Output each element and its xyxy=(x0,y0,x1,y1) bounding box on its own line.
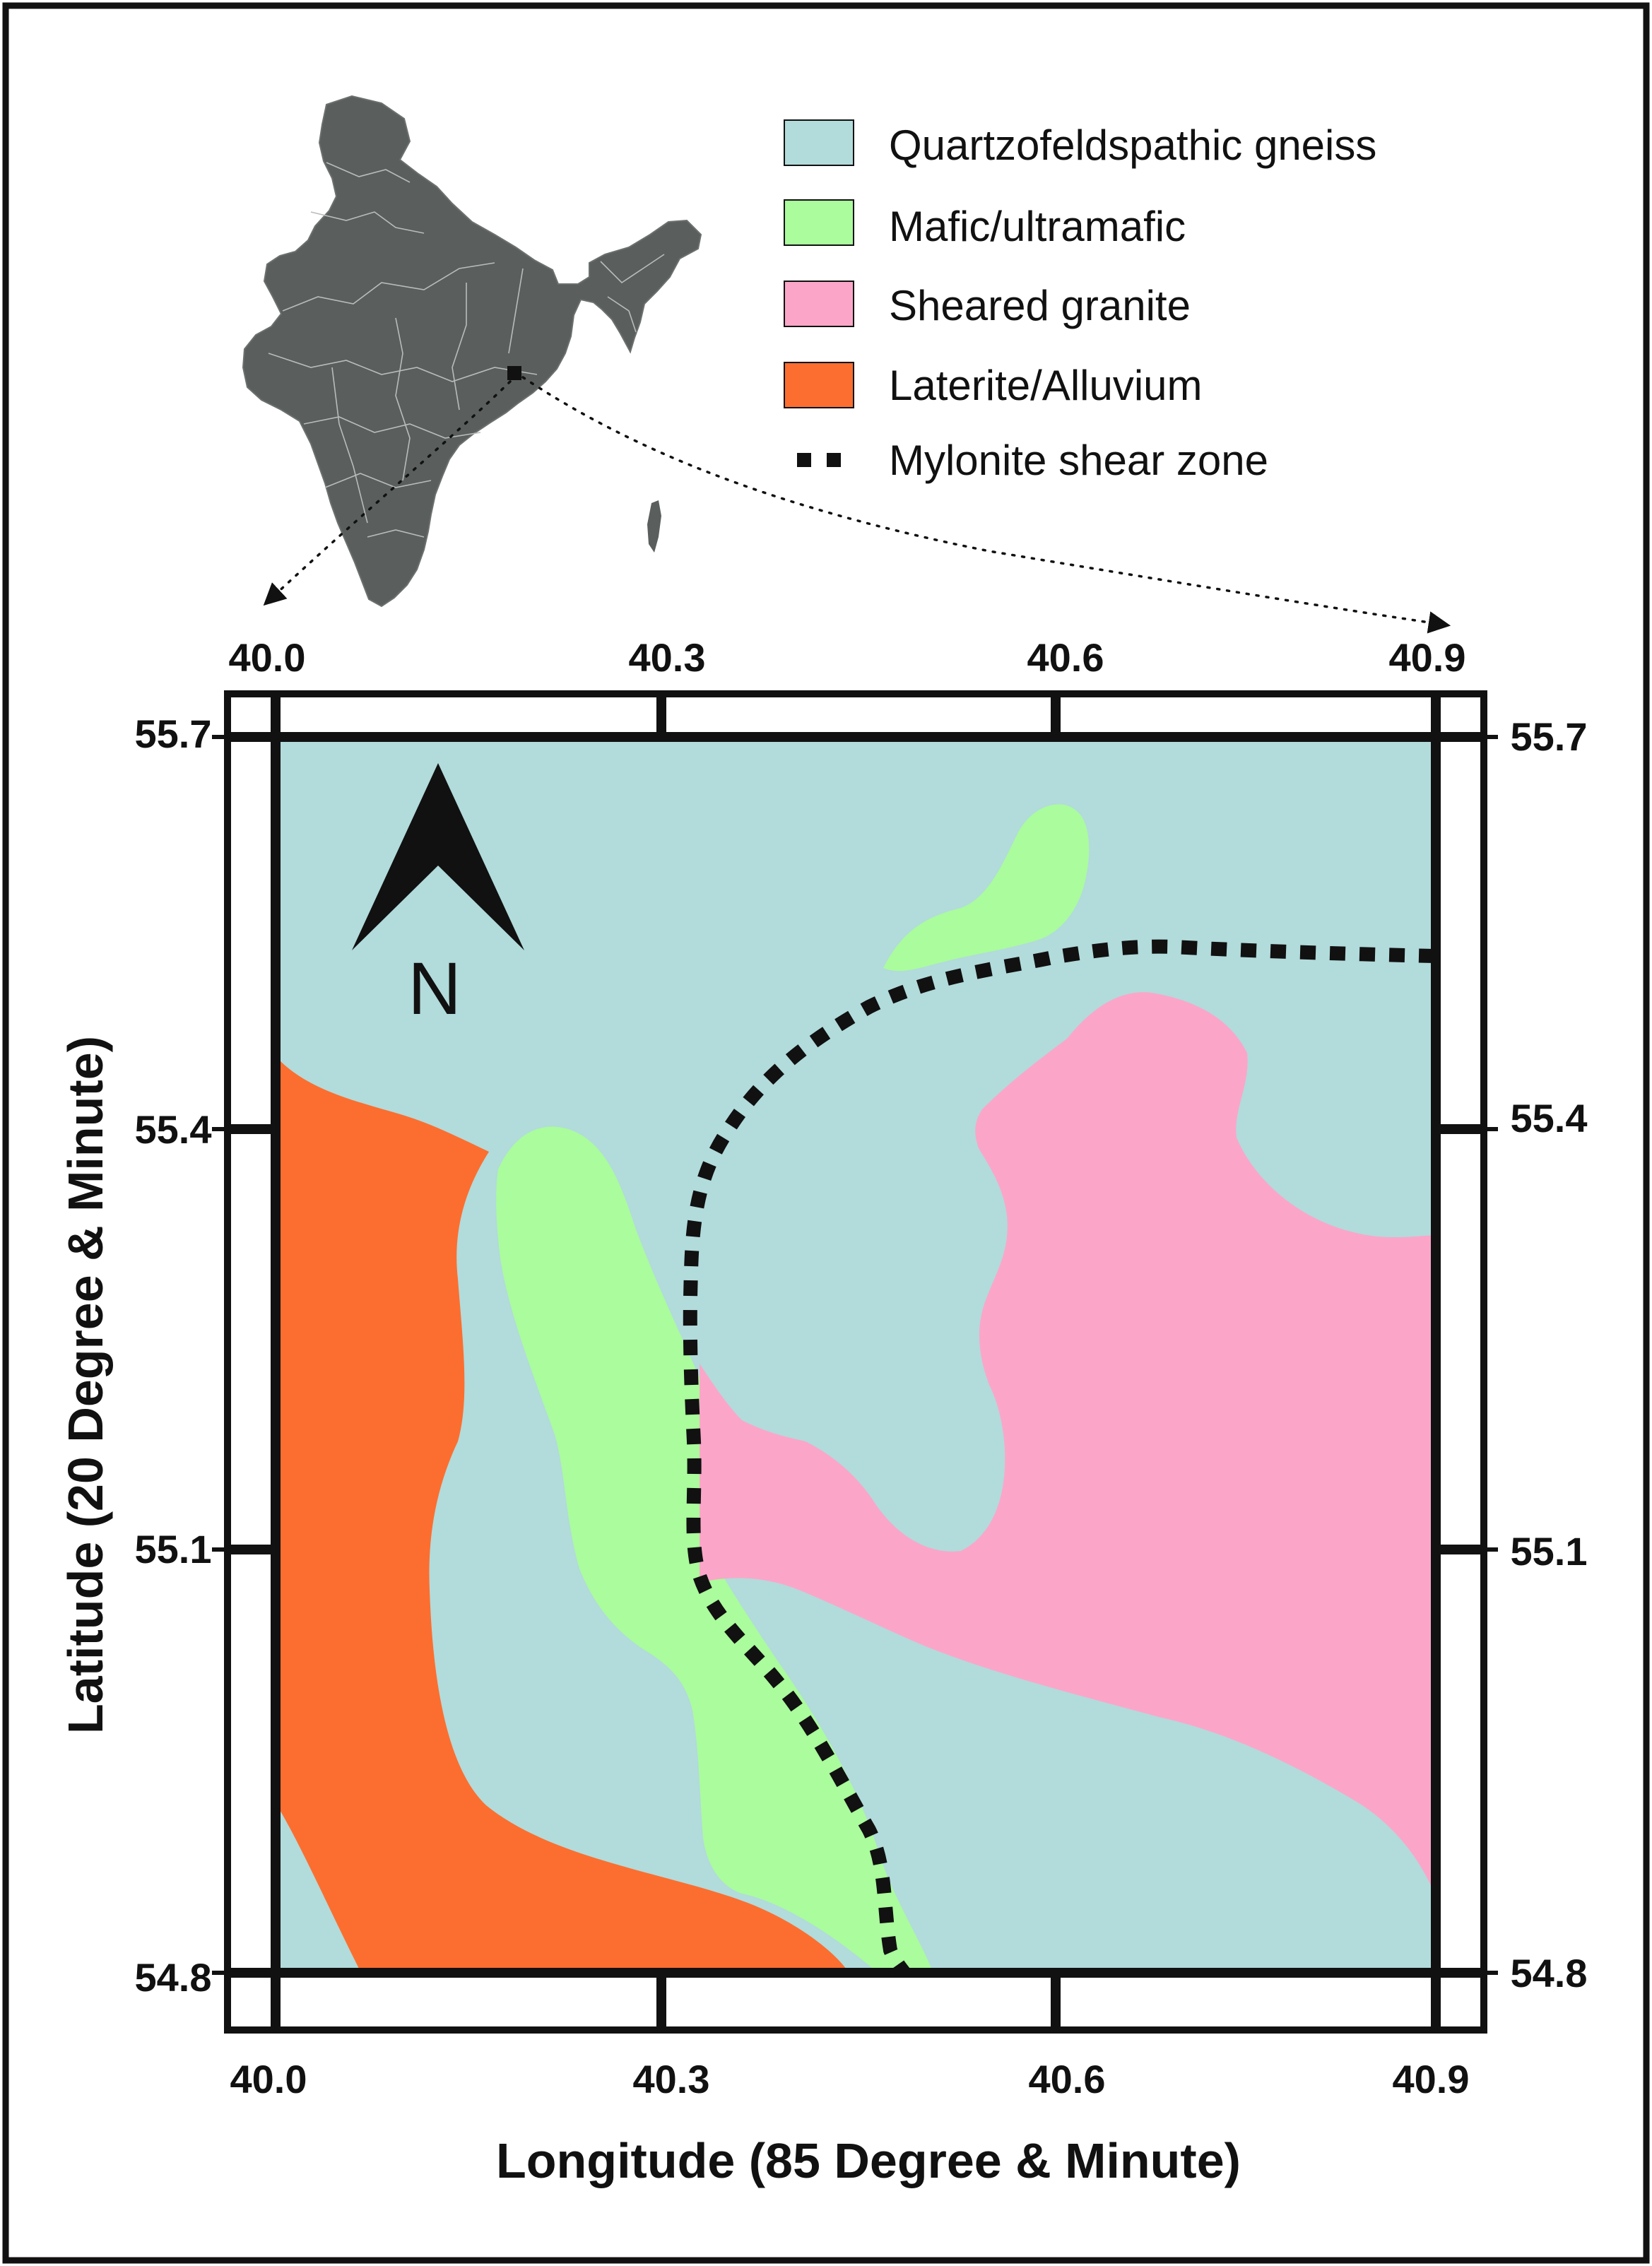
y-tick-label-left: 55.7 xyxy=(135,712,212,756)
x-axis-title: Longitude (85 Degree & Minute) xyxy=(496,2133,1241,2188)
y-axis-title: Latitude (20 Degree & Minute) xyxy=(58,1036,113,1734)
y-tick-label-right: 55.4 xyxy=(1511,1096,1588,1140)
legend-item-gneiss: Quartzofeldspathic gneiss xyxy=(784,119,1376,169)
sri-lanka-shape xyxy=(647,500,661,553)
unit-laterite xyxy=(279,1060,848,1971)
legend-swatch-laterite xyxy=(784,362,854,408)
north-arrow-label: N xyxy=(408,948,461,1030)
x-tick-label-top: 40.9 xyxy=(1389,635,1466,680)
x-tick-label-bottom: 40.9 xyxy=(1393,2057,1470,2101)
x-tick-label-top: 40.6 xyxy=(1027,635,1104,680)
north-arrow: N xyxy=(352,763,524,1030)
legend-label-laterite: Laterite/Alluvium xyxy=(889,362,1203,409)
x-tick-label-top: 40.0 xyxy=(229,635,306,680)
legend-swatch-granite xyxy=(784,281,854,327)
y-tick-label-left: 54.8 xyxy=(135,1955,212,2000)
legend: Quartzofeldspathic gneiss Mafic/ultramaf… xyxy=(784,119,1376,484)
study-area-marker xyxy=(507,366,521,380)
y-tick-label-left: 55.4 xyxy=(135,1107,212,1152)
y-tick-labels-left: 55.7 55.4 55.1 54.8 xyxy=(135,712,212,2000)
legend-label-gneiss: Quartzofeldspathic gneiss xyxy=(889,122,1376,169)
x-tick-labels-top: 40.0 40.3 40.6 40.9 xyxy=(229,635,1466,680)
x-tick-label-bottom: 40.3 xyxy=(633,2057,710,2101)
unit-mafic-small xyxy=(883,804,1090,972)
legend-swatch-mafic xyxy=(784,199,854,246)
y-tick-label-left: 55.1 xyxy=(135,1527,212,1571)
unit-granite xyxy=(700,992,1434,1894)
map-body xyxy=(277,738,1434,1971)
state-boundaries xyxy=(268,162,665,538)
y-tick-label-right: 55.7 xyxy=(1511,714,1588,759)
x-tick-label-bottom: 40.6 xyxy=(1029,2057,1106,2101)
leader-arrow-right xyxy=(521,376,1451,634)
legend-label-mylonite: Mylonite shear zone xyxy=(889,437,1268,484)
map-frame-outer xyxy=(224,690,1487,2034)
legend-item-mafic: Mafic/ultramafic xyxy=(784,199,1186,250)
legend-item-granite: Sheared granite xyxy=(784,281,1191,329)
legend-label-granite: Sheared granite xyxy=(889,282,1191,329)
x-tick-labels-bottom: 40.0 40.3 40.6 40.9 xyxy=(230,2057,1470,2101)
india-map-icon xyxy=(242,95,702,608)
legend-item-laterite: Laterite/Alluvium xyxy=(784,362,1203,409)
x-tick-label-top: 40.3 xyxy=(629,635,706,680)
map-frame xyxy=(212,690,1498,2034)
north-arrow-icon xyxy=(352,763,524,950)
y-tick-label-right: 54.8 xyxy=(1511,1951,1588,1995)
mylonite-shear-zone xyxy=(683,939,1434,1971)
legend-swatch-gneiss xyxy=(784,119,854,166)
legend-item-mylonite: Mylonite shear zone xyxy=(797,437,1268,484)
y-tick-label-right: 55.1 xyxy=(1511,1529,1588,1574)
x-tick-label-bottom: 40.0 xyxy=(230,2057,307,2101)
legend-label-mafic: Mafic/ultramafic xyxy=(889,203,1186,250)
india-inset xyxy=(242,95,1451,634)
y-tick-labels-right: 55.7 55.4 55.1 54.8 xyxy=(1511,714,1588,1995)
